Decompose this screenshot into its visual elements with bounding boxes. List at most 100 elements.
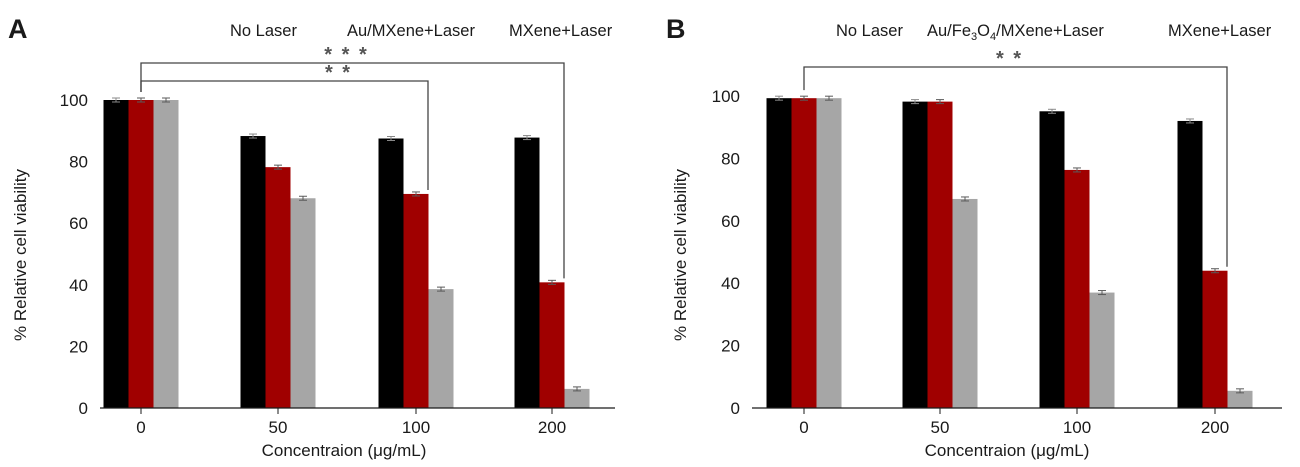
panel-a-y-tick-label: 60 (69, 214, 88, 233)
panel-b-bar-s1-c0 (791, 98, 817, 409)
panel-b-errorbar-s1-c3 (1211, 268, 1219, 274)
panel-b-legend-part-au-fe: Au/Fe (927, 22, 971, 40)
panel-a-significance-label-1: * * * (324, 44, 368, 66)
panel-b-bar-s1-c3 (1202, 270, 1228, 408)
panel-a-errorbar-s2-c3 (573, 386, 581, 392)
panel-b-x-tick-label: 100 (1063, 418, 1091, 437)
panel-b-bar-s1-c1 (927, 101, 953, 408)
panel-b-errorbar-s0-c0 (775, 95, 783, 101)
panel-b: B No Laser Au/Fe3O4/MXene+Laser MXene+La… (666, 14, 1282, 460)
panel-a-errorbar-s2-c2 (437, 286, 445, 292)
panel-b-bar-s1-c2 (1064, 169, 1090, 408)
panel-b-x-axis-title: Concentraion (μg/mL) (925, 441, 1090, 460)
panel-b-letter: B (666, 14, 686, 44)
panel-a-errorbar-s1-c1 (274, 164, 282, 170)
panel-a-y-tick-label: 40 (69, 276, 88, 295)
panel-b-y-tick-label: 100 (712, 87, 740, 106)
panel-a-bar-s1-c2 (403, 193, 429, 408)
panel-a-significance-label-0: * * (325, 62, 352, 84)
panel-b-bar-s0-c3 (1177, 120, 1203, 409)
panel-a-bar-s2-c3 (564, 388, 590, 408)
panel-b-bars (766, 98, 1253, 409)
panel-a-x-tick-label: 0 (136, 418, 145, 437)
panel-b-errorbar-s1-c2 (1073, 167, 1081, 173)
panel-a-bar-s2-c0 (153, 100, 179, 408)
panel-b-y-tick-label: 0 (731, 399, 740, 418)
panel-b-bar-s0-c0 (766, 98, 792, 409)
panel-b-y-ticks: 0 20 40 60 80 100 (712, 87, 740, 418)
panel-b-y-tick-label: 80 (721, 149, 740, 168)
panel-a-letter: A (8, 14, 28, 44)
panel-b-errorbar-s2-c1 (961, 196, 969, 202)
panel-a-bar-s2-c1 (290, 198, 316, 408)
panel-a-errorbar-s0-c3 (523, 135, 531, 141)
panel-b-significance-label-0: * * (996, 48, 1023, 70)
panel-b-x-ticks: 0 50 100 200 (799, 408, 1229, 437)
panel-a-bar-s0-c1 (240, 136, 266, 408)
panel-b-legend-mxene-laser: MXene+Laser (1168, 22, 1272, 40)
panel-b-bar-s2-c0 (816, 98, 842, 409)
panel-b-error-bars (775, 95, 1244, 394)
panel-a-bar-s0-c3 (514, 137, 540, 409)
panel-a-error-bars (112, 97, 581, 392)
panel-a-significance-bracket-1 (140, 62, 565, 279)
panel-b-y-tick-label: 40 (721, 274, 740, 293)
panel-a-x-tick-label: 100 (402, 418, 430, 437)
panel-a-x-tick-label: 50 (269, 418, 288, 437)
panel-a: A No Laser Au/MXene+Laser MXene+Laser * … (8, 14, 615, 460)
panel-b-significance: * * (803, 48, 1228, 267)
panel-a-y-tick-label: 0 (79, 399, 88, 418)
panel-a-legend-no-laser: No Laser (230, 22, 297, 40)
panel-a-y-tick-label: 100 (60, 91, 88, 110)
panel-b-legend-no-laser: No Laser (836, 22, 903, 40)
panel-a-bar-s2-c2 (428, 289, 454, 408)
panel-b-significance-bracket-0 (803, 66, 1228, 267)
panel-b-bar-s0-c2 (1039, 111, 1065, 409)
panel-a-bar-s1-c0 (128, 100, 154, 408)
panel-a-bar-s1-c1 (265, 167, 291, 408)
panel-a-y-ticks: 0 20 40 60 80 100 (60, 91, 88, 418)
panel-b-bar-s2-c2 (1089, 292, 1115, 408)
panel-b-x-tick-label: 200 (1201, 418, 1229, 437)
panel-b-legend-sub-4: 4 (990, 31, 996, 43)
panel-a-errorbar-s2-c1 (299, 195, 307, 201)
panel-a-x-axis-title: Concentraion (μg/mL) (262, 441, 427, 460)
panel-b-bar-s0-c1 (902, 101, 928, 408)
panel-a-y-tick-label: 20 (69, 337, 88, 356)
panel-a-errorbar-s2-c0 (162, 97, 170, 103)
panel-b-bar-s2-c3 (1227, 390, 1253, 408)
panel-b-errorbar-s0-c3 (1186, 118, 1194, 124)
panel-b-x-tick-label: 0 (799, 418, 808, 437)
panel-b-x-tick-label: 50 (931, 418, 950, 437)
panel-a-errorbar-s1-c2 (412, 191, 420, 197)
panel-a-x-tick-label: 200 (538, 418, 566, 437)
panel-a-errorbar-s1-c0 (137, 97, 145, 103)
panel-b-y-tick-label: 60 (721, 212, 740, 231)
panel-a-bar-s1-c3 (539, 282, 565, 408)
panel-b-errorbar-s2-c3 (1236, 388, 1244, 394)
panel-a-errorbar-s0-c1 (249, 133, 257, 139)
panel-b-legend-part-o: O (977, 22, 990, 40)
panel-a-x-ticks: 0 50 100 200 (136, 408, 566, 437)
panel-a-y-axis-title: % Relative cell viability (11, 169, 30, 341)
panel-a-bar-s0-c2 (378, 138, 404, 408)
panel-a-bars (103, 100, 590, 409)
panel-a-errorbar-s1-c3 (548, 279, 556, 285)
panel-a-bar-s0-c0 (103, 100, 129, 408)
panel-a-errorbar-s0-c0 (112, 97, 120, 103)
panel-b-y-tick-label: 20 (721, 337, 740, 356)
panel-b-errorbar-s0-c1 (911, 99, 919, 105)
panel-b-legend-au-fe3o4-mxene-laser: Au/Fe3O4/MXene+Laser (927, 22, 1104, 43)
panel-a-y-tick-label: 80 (69, 153, 88, 172)
panel-b-errorbar-s2-c0 (825, 95, 833, 101)
panel-b-errorbar-s1-c1 (936, 99, 944, 105)
panel-b-errorbar-s2-c2 (1098, 290, 1106, 296)
panel-b-bar-s2-c1 (952, 198, 978, 408)
panel-a-significance: * ** * * (140, 44, 565, 279)
panel-b-legend-part-mxene-laser: /MXene+Laser (996, 22, 1104, 40)
panel-b-legend-sub-3: 3 (971, 31, 977, 43)
panel-a-errorbar-s0-c2 (387, 136, 395, 141)
panel-b-errorbar-s0-c2 (1048, 108, 1056, 114)
panel-b-errorbar-s1-c0 (800, 95, 808, 101)
